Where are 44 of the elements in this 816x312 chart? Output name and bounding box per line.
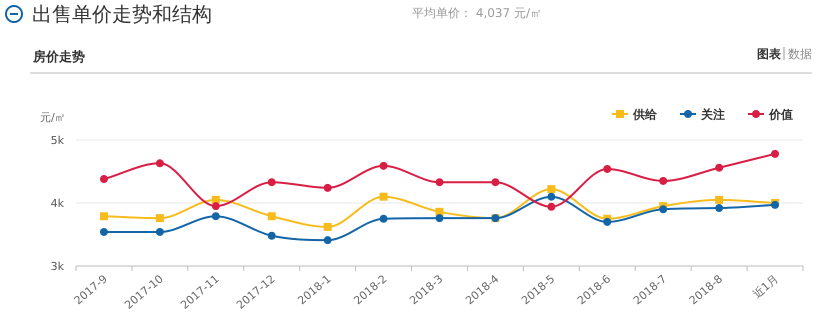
text: 图表 — [757, 47, 782, 61]
point — [380, 214, 388, 223]
chart-subtitle: 房价走势 — [32, 49, 85, 65]
text: 平均单价： 4,037 元/㎡ — [412, 6, 542, 20]
point — [324, 236, 332, 244]
point — [380, 162, 388, 170]
text: 数据 — [788, 47, 812, 61]
point — [715, 204, 724, 212]
point — [156, 214, 164, 222]
point — [100, 175, 108, 184]
chart-title: 出售单价走势和结构 — [32, 2, 212, 26]
point — [603, 164, 612, 173]
point — [659, 205, 668, 214]
point — [324, 222, 332, 231]
point — [771, 150, 780, 158]
point — [212, 212, 220, 220]
y-tick-label: 3k — [50, 260, 65, 273]
point — [100, 212, 108, 220]
point — [659, 176, 668, 185]
point — [268, 212, 276, 220]
point — [212, 202, 220, 210]
legend-label: 关注 — [700, 108, 725, 122]
point — [268, 178, 276, 186]
point — [100, 228, 108, 236]
point — [156, 228, 164, 236]
point — [156, 159, 164, 168]
y-tick-label: 5k — [50, 134, 65, 147]
point — [547, 202, 556, 211]
legend-label: 供给 — [632, 108, 658, 122]
point — [547, 185, 556, 194]
point — [324, 184, 332, 192]
point — [547, 192, 556, 201]
point — [715, 196, 724, 204]
point — [491, 178, 500, 186]
point — [380, 192, 388, 201]
point — [715, 164, 724, 172]
point — [436, 178, 444, 186]
legend-label: 价值 — [768, 108, 793, 122]
y-tick-label: 4k — [50, 197, 65, 210]
point — [603, 218, 612, 226]
x-tick-label: 近1月 — [750, 272, 781, 301]
y-axis-title: 元/㎡ — [40, 111, 66, 124]
point — [268, 232, 276, 240]
point — [436, 214, 444, 222]
